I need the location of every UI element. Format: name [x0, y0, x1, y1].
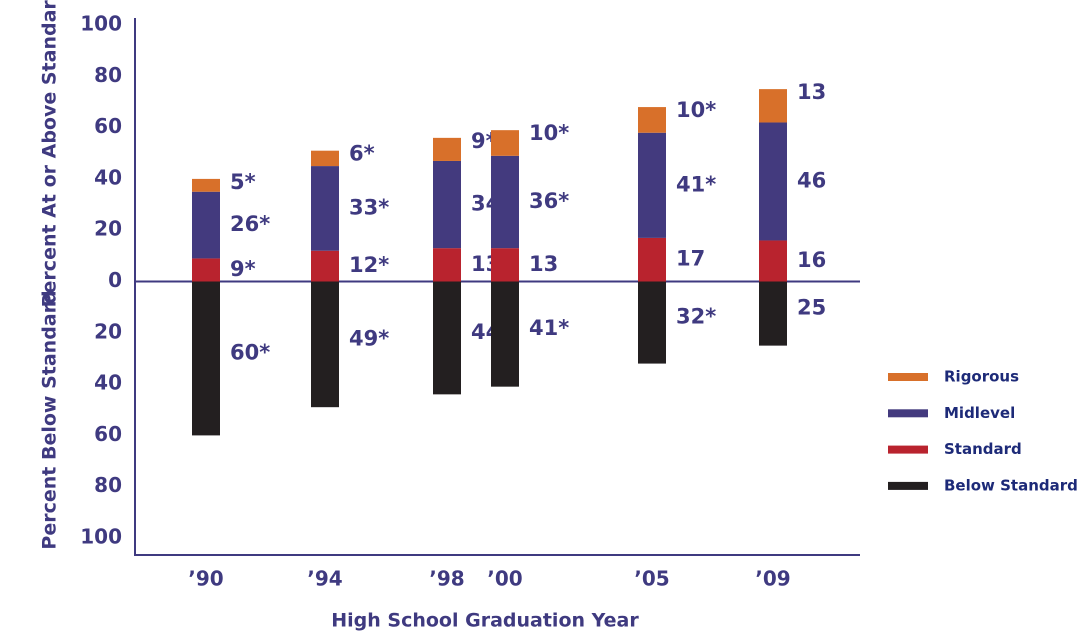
value-label: 46: [797, 168, 826, 192]
bar-segment: [192, 178, 220, 192]
x-tick-label: ’94: [307, 567, 342, 591]
x-tick-label: ’09: [755, 567, 790, 591]
y-axis-title: Percent At or Above Standard: [39, 0, 61, 307]
bar-segment: [433, 137, 461, 161]
y-tick-label: 60: [94, 114, 122, 138]
value-label: 16: [797, 248, 826, 272]
legend-swatch: [888, 409, 928, 418]
value-label: 36*: [529, 189, 569, 213]
bar-segment: [433, 281, 461, 395]
y-tick-label: 40: [94, 371, 122, 395]
bar-segment: [311, 166, 339, 251]
bar-segment: [638, 237, 666, 282]
value-label: 33*: [349, 195, 389, 219]
value-label: 6*: [349, 142, 375, 166]
bar-segment: [491, 155, 519, 249]
legend-label: Midlevel: [944, 404, 1015, 422]
bar-segment: [759, 122, 787, 241]
value-label: 13: [797, 80, 826, 104]
y-tick-label: 100: [80, 12, 122, 36]
y-tick-label: 60: [94, 422, 122, 446]
bar-segment: [759, 89, 787, 123]
y-tick-label: 80: [94, 473, 122, 497]
value-label: 9*: [230, 257, 256, 281]
value-label: 41*: [529, 316, 569, 340]
bar-segment: [433, 160, 461, 249]
bar-segment: [433, 248, 461, 282]
y-tick-label: 20: [94, 217, 122, 241]
value-label: 12*: [349, 253, 389, 277]
bar-segment: [638, 107, 666, 133]
value-label: 13: [529, 252, 558, 276]
y-tick-label: 20: [94, 319, 122, 343]
legend-swatch: [888, 373, 928, 381]
bar-segment: [491, 248, 519, 282]
value-label: 17: [676, 247, 705, 271]
legend-swatch: [888, 445, 928, 454]
bar-segment: [491, 130, 519, 156]
x-tick-label: ’00: [487, 567, 522, 591]
value-label: 10*: [529, 121, 569, 145]
x-tick-label: ’05: [634, 567, 669, 591]
legend-label: Rigorous: [944, 368, 1019, 386]
y-tick-label: 40: [94, 165, 122, 189]
value-label: 41*: [676, 172, 716, 196]
y-tick-label: 0: [108, 268, 122, 292]
bar-segment: [192, 258, 220, 282]
x-tick-label: ’98: [429, 567, 464, 591]
bar-segment: [638, 281, 666, 364]
value-label: 49*: [349, 326, 389, 350]
x-axis-title: High School Graduation Year: [331, 610, 639, 632]
value-label: 25: [797, 296, 826, 320]
bar-segment: [311, 150, 339, 167]
x-tick-label: ’90: [188, 567, 223, 591]
value-label: 32*: [676, 305, 716, 329]
bar-segment: [311, 250, 339, 282]
value-label: 5*: [230, 170, 256, 194]
bar-segment: [491, 281, 519, 387]
y-axis-title-below: Percent Below Standard: [39, 290, 61, 549]
y-tick-label: 80: [94, 63, 122, 87]
legend-swatch: [888, 481, 928, 490]
bar-segment: [759, 281, 787, 346]
legend-label: Below Standard: [944, 476, 1078, 494]
value-label: 26*: [230, 212, 270, 236]
value-label: 60*: [230, 340, 270, 364]
value-label: 10*: [676, 98, 716, 122]
bar-segment: [759, 240, 787, 282]
bar-segment: [311, 281, 339, 408]
legend-label: Standard: [944, 440, 1022, 458]
bar-segment: [192, 191, 220, 259]
bar-segment: [192, 281, 220, 436]
bar-segment: [638, 132, 666, 238]
y-tick-label: 100: [80, 525, 122, 549]
